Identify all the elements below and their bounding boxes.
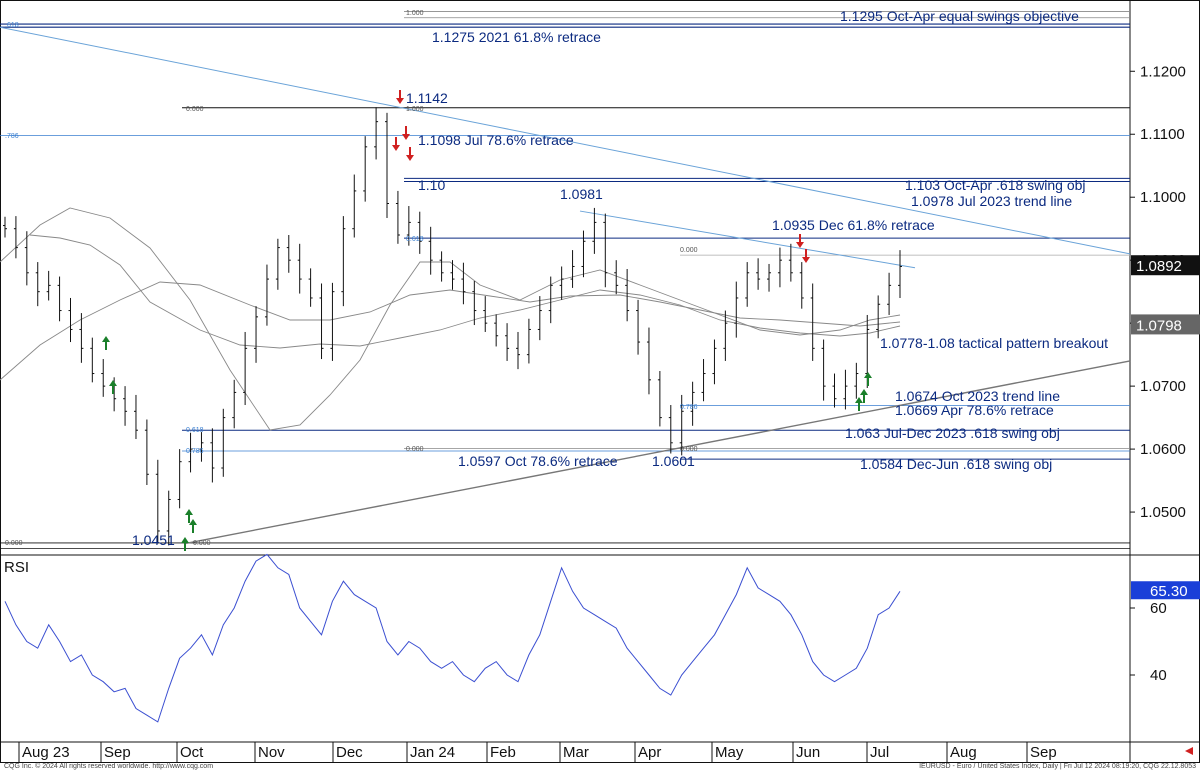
- annotation-label: 1.1275 2021 61.8% retrace: [432, 29, 601, 45]
- annotation-label: 1.0451: [132, 532, 175, 548]
- secondary-price-value: 1.0798: [1136, 317, 1182, 334]
- month-label: Sep: [1030, 744, 1057, 761]
- fib-level-label: 0.000: [406, 446, 424, 453]
- fib-level-label: 1.000: [406, 10, 424, 17]
- annotation-label: 1.0597 Oct 78.6% retrace: [458, 453, 618, 469]
- fib-level-label: 1.000: [406, 106, 424, 113]
- down-arrowhead-icon: [392, 145, 400, 151]
- fib-level-label: 0.000: [186, 106, 204, 113]
- moving-average-1: [0, 207, 901, 431]
- month-label: May: [715, 744, 744, 761]
- annotation-label: 1.1142: [406, 90, 448, 106]
- month-label: Oct: [180, 744, 204, 761]
- rsi-tick-label: 40: [1150, 667, 1167, 684]
- annotation-label: 1.0584 Dec-Jun .618 swing obj: [860, 456, 1052, 472]
- month-label: Aug: [950, 744, 977, 761]
- month-label: Mar: [563, 744, 589, 761]
- down-arrowhead-icon: [796, 242, 804, 248]
- up-arrowhead-icon: [181, 537, 189, 543]
- month-label: Feb: [490, 744, 516, 761]
- down-arrowhead-icon: [402, 134, 410, 140]
- rsi-title: RSI: [4, 559, 29, 576]
- price-tick-label: 1.0600: [1140, 441, 1186, 458]
- copyright-text: CQG Inc. © 2024 All rights reserved worl…: [4, 763, 214, 770]
- month-label: Apr: [638, 744, 661, 761]
- up-arrowhead-icon: [102, 336, 110, 342]
- up-arrowhead-icon: [855, 397, 863, 403]
- up-arrowhead-icon: [860, 389, 868, 395]
- up-arrowhead-icon: [185, 509, 193, 515]
- annotation-label: 1.103 Oct-Apr .618 swing obj: [905, 177, 1086, 193]
- fib-level-label: .786: [5, 133, 19, 140]
- fib-level-label: .618: [5, 22, 19, 29]
- month-label: Aug 23: [22, 744, 70, 761]
- moving-average-2: [0, 281, 901, 381]
- fib-level-label: 0.000: [5, 540, 23, 547]
- rsi-tick-label: 60: [1150, 600, 1167, 617]
- fib-level-label: 0.786: [186, 448, 204, 455]
- annotation-label: 1.0978 Jul 2023 trend line: [911, 193, 1072, 209]
- rsi-value-box: [1131, 581, 1200, 600]
- rsi-value: 65.30: [1150, 583, 1188, 600]
- down-arrowhead-icon: [802, 257, 810, 263]
- up-arrowhead-icon: [864, 372, 872, 378]
- month-label: Jul: [870, 744, 889, 761]
- annotation-label: 1.0674 Oct 2023 trend line: [895, 388, 1060, 404]
- downtrend-line-2023: [0, 26, 1131, 255]
- price-tick-label: 1.1200: [1140, 63, 1186, 80]
- fib-level-label: 0.618: [186, 427, 204, 434]
- symbol-info-text: IEURUSD - Euro / United States Index, Da…: [919, 763, 1196, 770]
- annotation-label: 1.0778-1.08 tactical pattern breakout: [880, 335, 1108, 351]
- annotation-label: 1.063 Jul-Dec 2023 .618 swing obj: [845, 425, 1060, 441]
- price-tick-label: 1.0500: [1140, 504, 1186, 521]
- month-label: Sep: [104, 744, 131, 761]
- fib-level-label: 0.000: [680, 446, 698, 453]
- price-tick-label: 1.1000: [1140, 189, 1186, 206]
- down-arrowhead-icon: [396, 98, 404, 104]
- month-label: Dec: [336, 744, 363, 761]
- up-arrowhead-icon: [109, 380, 117, 386]
- month-label: Jun: [796, 744, 820, 761]
- last-price-value: 1.0892: [1136, 258, 1182, 275]
- scroll-left-icon: [1185, 747, 1193, 755]
- fib-level-label: 0.000: [193, 540, 211, 547]
- month-label: Jan 24: [410, 744, 455, 761]
- annotation-label: 1.0669 Apr 78.6% retrace: [895, 402, 1054, 418]
- annotation-label: 1.1295 Oct-Apr equal swings objective: [840, 8, 1079, 24]
- fib-level-label: 0.786: [680, 404, 698, 411]
- mar-jul-trend-line: [579, 210, 916, 269]
- last-price-box: [1131, 255, 1200, 276]
- moving-average-3: [29, 234, 901, 349]
- annotation-label: 1.1098 Jul 78.6% retrace: [418, 132, 574, 148]
- fib-level-label: 0.618: [406, 236, 424, 243]
- price-tick-label: 1.0700: [1140, 378, 1186, 395]
- fib-level-label: 0.000: [680, 247, 698, 254]
- price-tick-label: 1.1100: [1140, 126, 1185, 143]
- down-arrowhead-icon: [406, 155, 414, 161]
- annotation-label: 1.10: [418, 177, 445, 193]
- annotation-label: 1.0981: [560, 186, 603, 202]
- rsi-line: [4, 553, 901, 723]
- annotation-label: 1.0935 Dec 61.8% retrace: [772, 217, 935, 233]
- month-label: Nov: [258, 744, 285, 761]
- secondary-price-box: [1131, 314, 1200, 335]
- up-arrowhead-icon: [189, 519, 197, 525]
- annotation-label: 1.0601: [652, 453, 695, 469]
- oct-2023-support-line: [184, 360, 1131, 545]
